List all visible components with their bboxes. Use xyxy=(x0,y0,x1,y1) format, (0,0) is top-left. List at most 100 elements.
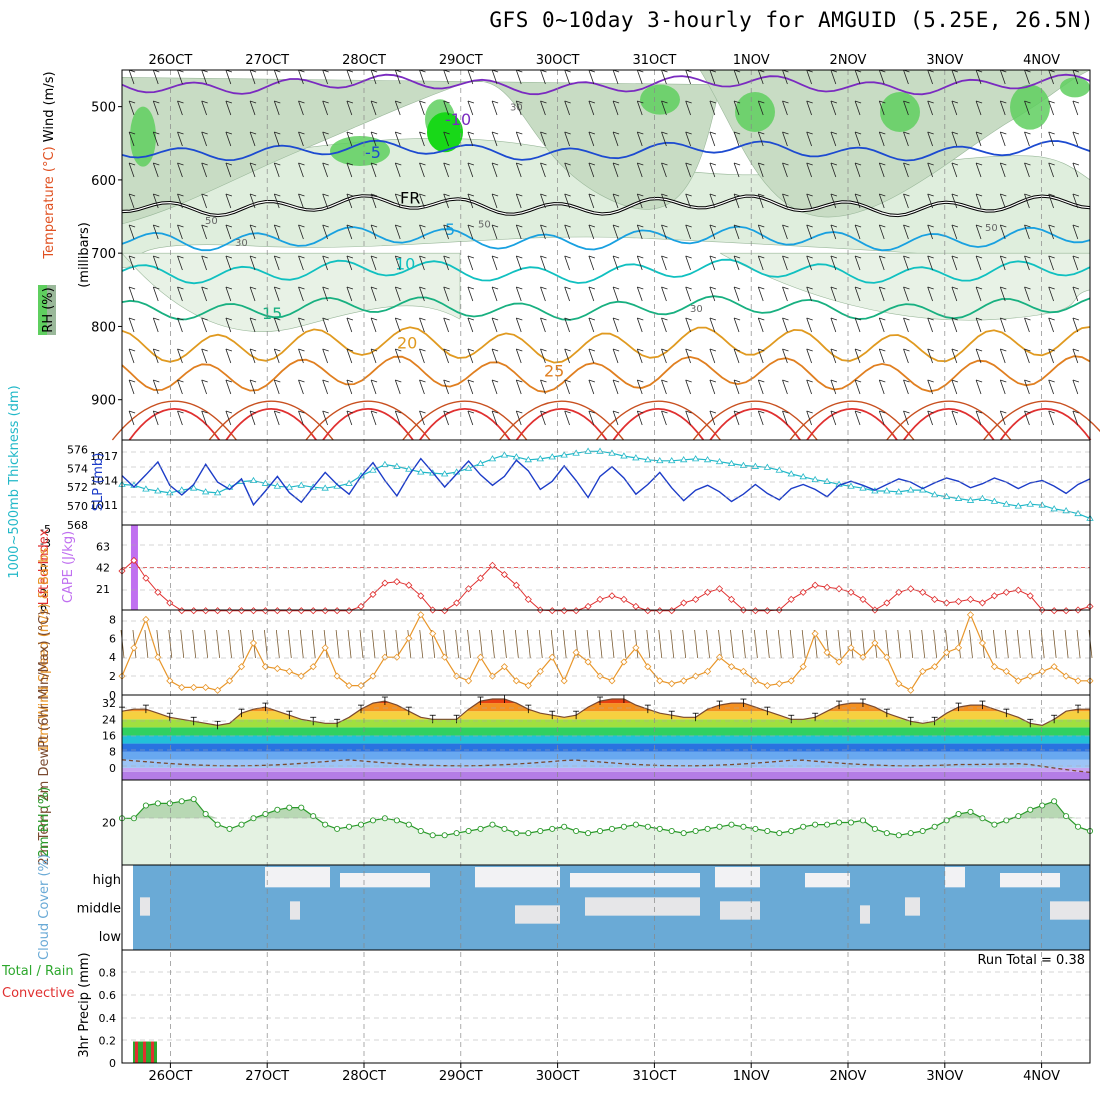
wind-barb xyxy=(152,255,159,271)
wind-barb-flag xyxy=(395,162,402,166)
wind-barb xyxy=(467,410,474,426)
wind-barb xyxy=(298,286,304,302)
date-label-top: 3NOV xyxy=(926,53,963,68)
wind-barb-flag xyxy=(879,348,886,352)
wind-barb-flag xyxy=(975,224,983,228)
lifted-index-point xyxy=(811,581,819,589)
li-tick-label: 0 xyxy=(40,562,47,575)
wind-barb-flag xyxy=(370,131,378,135)
wind10-point xyxy=(1014,677,1022,685)
wind-barb xyxy=(346,379,353,395)
wind-barb-flag xyxy=(1072,348,1080,352)
wind-barb-flag xyxy=(1048,348,1055,352)
wind-barb-flag xyxy=(854,193,862,197)
rh2m-point xyxy=(537,827,544,835)
wind10-barb xyxy=(538,629,543,659)
temp-band-5 xyxy=(122,735,1090,744)
wind-barb xyxy=(201,255,207,271)
wind-barb xyxy=(1024,69,1030,85)
wind-barb-flag xyxy=(395,379,402,383)
thickness-point xyxy=(799,473,807,480)
wind10-barb xyxy=(299,629,304,659)
thickness-point xyxy=(715,457,724,465)
wind-barb xyxy=(298,69,304,85)
wind-barb-flag xyxy=(491,255,499,259)
wind-barb-flag xyxy=(128,286,136,290)
rh2m-point xyxy=(620,823,627,830)
wind-barb-flag xyxy=(346,100,354,104)
lifted-index-point xyxy=(453,599,461,607)
isotherm-27-arc xyxy=(595,400,721,441)
wind10-point xyxy=(333,672,341,680)
wind10-barb xyxy=(132,629,137,659)
wind-barb-flag xyxy=(201,255,208,259)
wind-barb-flag xyxy=(516,224,523,228)
date-label-bottom: 29OCT xyxy=(439,1069,483,1084)
wind10-tick-label: 6 xyxy=(109,632,116,645)
rh2m-point xyxy=(764,827,771,835)
pressure-tick-label: 700 xyxy=(91,247,116,262)
rh2m-point xyxy=(1027,806,1034,813)
rh2m-point xyxy=(573,827,580,835)
rh-legend-swatch xyxy=(38,285,47,335)
wind-barb xyxy=(782,348,788,364)
rh2m-point xyxy=(286,804,293,811)
wind-barb xyxy=(152,100,159,116)
wind-barb xyxy=(975,69,982,85)
rh2m-point xyxy=(585,830,592,837)
wind-barb xyxy=(201,69,207,85)
wind-barb-flag xyxy=(903,379,910,383)
wind-barb xyxy=(540,286,546,302)
wind-barb xyxy=(927,193,933,209)
wind-barb xyxy=(370,379,377,395)
rh2m-point xyxy=(405,821,412,828)
thickness-tick-label: 576 xyxy=(67,443,88,456)
wind-barb xyxy=(588,410,595,426)
wind-barb-flag xyxy=(709,100,717,104)
wind-barb-flag xyxy=(709,379,717,383)
wind-barb xyxy=(661,286,667,302)
wind-barb-flag xyxy=(1000,100,1007,104)
cape-tick-label: 21 xyxy=(96,583,110,596)
wind-barb-flag xyxy=(395,100,402,104)
wind10-point xyxy=(357,681,365,690)
rh2m-point xyxy=(776,830,783,837)
wind-barb-flag xyxy=(443,348,450,352)
wind-barb xyxy=(443,255,449,271)
wind10-barb xyxy=(323,629,328,659)
wind10-barb xyxy=(335,629,340,659)
wind-barb xyxy=(419,317,425,333)
pressure-tick-label: 900 xyxy=(91,394,116,409)
wind-barb xyxy=(249,379,256,395)
temp-band-0 xyxy=(122,771,1090,780)
wind-barb xyxy=(201,410,207,426)
thickness-point xyxy=(787,470,795,477)
wind-barb xyxy=(177,255,183,271)
wind-barb xyxy=(733,317,740,333)
wind-barb xyxy=(830,317,837,333)
wind-barb xyxy=(782,193,788,209)
wind-barb xyxy=(588,193,595,209)
wind-barb-flag xyxy=(540,379,547,383)
rh2m-line xyxy=(122,798,1091,836)
isotherm-line-1 xyxy=(121,139,1091,162)
wind-barb-flag xyxy=(128,317,136,321)
wind-barb xyxy=(152,286,159,302)
wind-barb-flag xyxy=(516,193,523,197)
wind-barb-flag xyxy=(903,286,910,290)
wind-barb xyxy=(273,317,280,333)
thickness-point xyxy=(381,460,389,467)
wind-barb xyxy=(830,379,837,395)
wind-barb xyxy=(854,69,861,85)
wind-barb-flag xyxy=(540,100,547,104)
wind-barb-flag xyxy=(782,162,789,166)
wind-barb-flag xyxy=(758,410,765,414)
wind-barb-flag xyxy=(830,131,838,135)
wind-barb-flag xyxy=(370,348,378,352)
cloud-ylabel: Cloud Cover (%) xyxy=(37,854,52,960)
wind-barb xyxy=(273,162,280,178)
wind-barb xyxy=(298,224,304,240)
rh-high-patch-5 xyxy=(880,91,920,132)
wind-barb xyxy=(1024,224,1030,240)
wind-barb xyxy=(1024,286,1030,302)
